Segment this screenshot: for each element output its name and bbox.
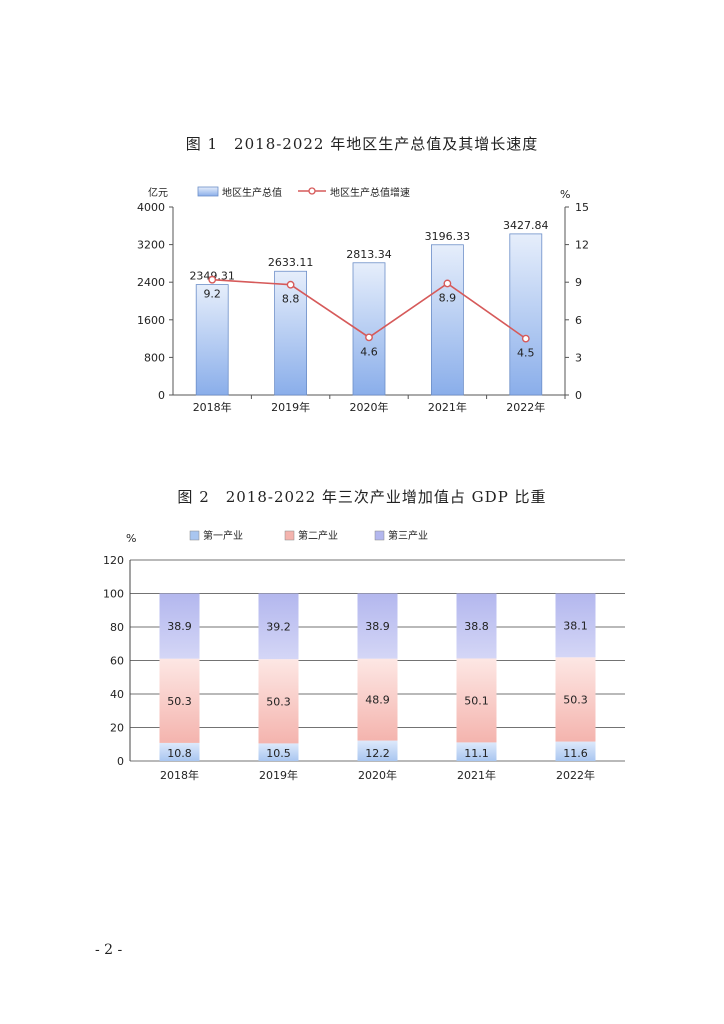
chart2-y-tick-label: 80 <box>110 621 124 634</box>
chart1-growth-label: 4.6 <box>360 345 378 358</box>
chart1-legend-bar-swatch <box>197 186 219 197</box>
chart2-title: 图 2 2018-2022 年三次产业增加值占 GDP 比重 <box>177 488 547 506</box>
chart2-y-tick-label: 60 <box>110 655 124 668</box>
page-number: - 2 - <box>95 942 123 958</box>
chart2-y-unit: % <box>126 532 136 545</box>
chart1-right-tick-label: 12 <box>575 239 589 252</box>
chart2-x-tick-label: 2021年 <box>457 768 496 782</box>
chart1-growth-point <box>365 333 373 342</box>
chart2-legend-swatch <box>374 530 385 541</box>
chart1-bar-label: 2813.34 <box>346 248 392 261</box>
chart1-x-tick-label: 2018年 <box>193 400 232 414</box>
chart1-legend-line-label: 地区生产总值增速 <box>330 186 410 199</box>
chart2-bar-secondary <box>357 658 398 741</box>
chart2-bar-primary-label: 10.5 <box>266 747 291 760</box>
chart2-x-tick-label: 2022年 <box>556 768 595 782</box>
chart2-bar-primary-label: 12.2 <box>365 747 390 760</box>
chart2-x-tick-label: 2018年 <box>160 768 199 782</box>
chart1-bar-label: 2633.11 <box>268 256 314 269</box>
chart1-left-tick-label: 3200 <box>137 239 165 252</box>
chart2-y-tick-label: 100 <box>103 588 124 601</box>
chart2-legend-label: 第三产业 <box>388 529 428 542</box>
chart1-growth-point <box>443 279 452 288</box>
chart2-bar-secondary-label: 48.9 <box>365 694 390 707</box>
chart1-growth-label: 8.8 <box>282 293 300 306</box>
chart2-y-tick-label: 20 <box>110 722 124 735</box>
chart2-bar-secondary <box>456 658 497 743</box>
chart2-legend-swatch <box>284 530 295 541</box>
chart1-bar <box>352 262 386 396</box>
chart2-bar-tertiary <box>258 593 299 660</box>
chart2-y-tick-label: 40 <box>110 688 124 701</box>
chart1-x-tick-label: 2022年 <box>506 400 545 414</box>
chart1-bar <box>509 233 543 396</box>
chart1-growth-label: 9.2 <box>203 288 221 301</box>
chart1-left-tick-label: 0 <box>158 389 165 402</box>
chart2-bar-primary <box>357 740 398 761</box>
chart2-legend-label: 第一产业 <box>203 529 243 542</box>
chart2-bar-secondary-label: 50.3 <box>563 693 588 706</box>
chart2-x-tick-label: 2020年 <box>358 768 397 782</box>
chart2-bar-primary-label: 11.6 <box>563 747 588 760</box>
chart1-right-unit: % <box>560 188 570 201</box>
chart1-right-tick-label: 0 <box>575 389 582 402</box>
chart2-bar-tertiary-label: 38.9 <box>365 620 390 633</box>
chart2-bar-primary <box>159 742 200 761</box>
chart1-growth-point <box>521 334 530 343</box>
chart2-bar-primary <box>555 741 596 761</box>
chart2-bar-primary <box>456 742 497 761</box>
chart2-bar-secondary <box>258 659 299 744</box>
chart2-bar-secondary <box>555 657 596 742</box>
chart1-right-tick-label: 6 <box>575 314 582 327</box>
chart1-growth-label: 4.5 <box>517 347 535 360</box>
chart2-bar-secondary-label: 50.3 <box>167 695 192 708</box>
chart1-left-tick-label: 1600 <box>137 314 165 327</box>
chart2-bar-tertiary <box>357 593 398 659</box>
chart2-bar-tertiary <box>159 593 200 659</box>
chart1-legend-line-marker <box>308 187 316 195</box>
chart2-y-tick-label: 120 <box>103 554 124 567</box>
chart2-legend-label: 第二产业 <box>298 529 338 542</box>
chart1-bar-label: 3427.84 <box>503 219 549 232</box>
chart2-bar-tertiary-label: 38.8 <box>464 620 489 633</box>
chart1-left-tick-label: 2400 <box>137 276 165 289</box>
chart2-bar-secondary <box>159 658 200 743</box>
chart1-x-tick-label: 2019年 <box>271 400 310 414</box>
chart1-bar <box>274 270 308 396</box>
chart1-bar <box>430 244 464 396</box>
chart1-growth-point <box>286 280 295 289</box>
chart1-growth-label: 8.9 <box>439 291 457 304</box>
chart1-right-tick-label: 3 <box>575 351 582 364</box>
chart2-y-tick-label: 0 <box>117 755 124 768</box>
chart1-svg: 0800160024003200400003691215亿元%2349.3120… <box>137 186 589 414</box>
chart2-bar-primary-label: 10.8 <box>167 747 192 760</box>
chart2-bar-secondary-label: 50.1 <box>464 694 489 707</box>
chart1-growth-point <box>208 275 217 284</box>
chart1-title: 图 1 2018-2022 年地区生产总值及其增长速度 <box>185 135 539 153</box>
chart2-bar-secondary-label: 50.3 <box>266 695 291 708</box>
chart2-bar-tertiary-label: 39.2 <box>266 620 291 633</box>
chart1-left-unit: 亿元 <box>148 186 168 199</box>
chart2-bar-tertiary <box>555 593 596 658</box>
chart2-bar-primary <box>258 743 299 761</box>
chart1-bar <box>195 284 229 396</box>
chart2-bar-primary-label: 11.1 <box>464 747 489 760</box>
chart1-left-tick-label: 800 <box>144 351 165 364</box>
chart1-x-tick-label: 2021年 <box>428 400 467 414</box>
chart2-legend-swatch <box>189 530 200 541</box>
chart2-bar-tertiary-label: 38.9 <box>167 620 192 633</box>
chart2-bar-tertiary <box>456 593 497 659</box>
chart2-x-tick-label: 2019年 <box>259 768 298 782</box>
chart1-right-tick-label: 9 <box>575 276 582 289</box>
chart1-legend-bar-label: 地区生产总值 <box>222 186 282 199</box>
chart1-left-tick-label: 4000 <box>137 201 165 214</box>
chart1-x-tick-label: 2020年 <box>350 400 389 414</box>
chart2-svg: 0 20 40 60 80 100 120% 10.8 50.3 38.9 2018年 10.5 50.… <box>103 529 625 782</box>
chart2-bar-tertiary-label: 38.1 <box>563 619 588 632</box>
chart1-right-tick-label: 15 <box>575 201 589 214</box>
chart1-bar-label: 3196.33 <box>425 230 471 243</box>
